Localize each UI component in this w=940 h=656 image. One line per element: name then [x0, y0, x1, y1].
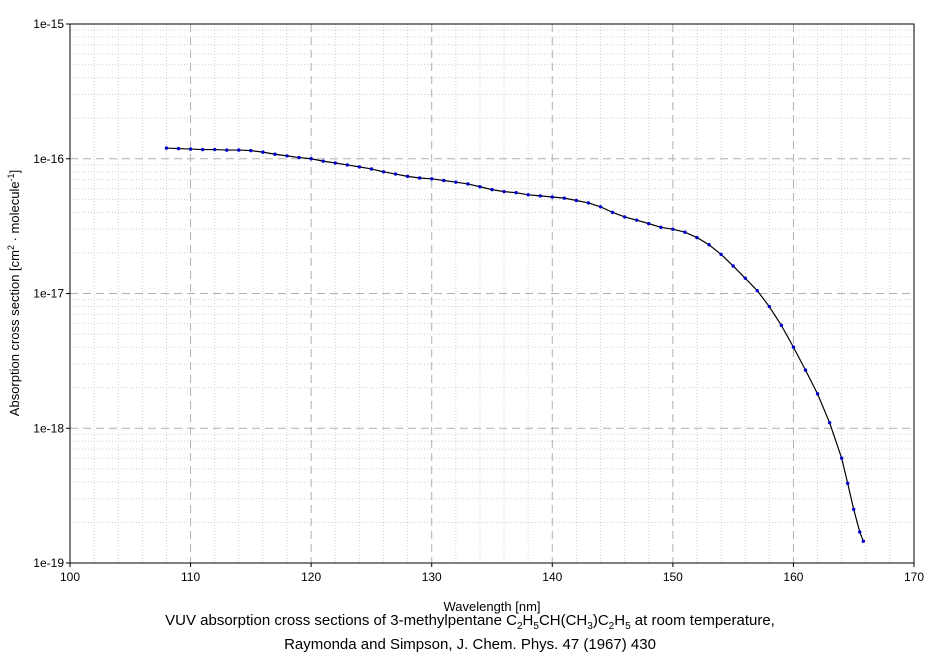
x-tick-label: 140: [542, 570, 562, 584]
data-point: [707, 243, 711, 247]
y-tick-label: 1e-17: [33, 287, 64, 301]
data-point: [490, 187, 494, 192]
x-tick-label: 130: [422, 570, 442, 584]
data-point: [550, 195, 554, 199]
data-point: [647, 221, 651, 226]
data-point: [683, 230, 687, 234]
y-axis: 1e-15 1e-16 1e-17 1e-18 1e-19: [33, 17, 70, 570]
caption-text: at room temperature,: [630, 612, 775, 629]
grid: [70, 24, 914, 563]
data-point: [755, 288, 759, 293]
data-point: [514, 190, 518, 195]
data-point: [345, 163, 350, 167]
caption-text: )C: [592, 612, 609, 629]
x-tick-label: 170: [904, 570, 924, 584]
caption-sub: 2: [516, 621, 523, 632]
data-point: [622, 215, 627, 219]
data-point: [719, 252, 723, 257]
data-point: [369, 167, 374, 171]
caption-line-2: Raymonda and Simpson, J. Chem. Phys. 47 …: [284, 636, 656, 653]
data-point: [827, 420, 832, 425]
caption-text: CH(CH: [538, 612, 588, 629]
data-point: [562, 196, 567, 200]
data-point: [212, 147, 217, 152]
data-point: [574, 198, 579, 203]
data-point: [466, 182, 470, 186]
data-point: [659, 225, 663, 229]
data-point: [743, 276, 747, 280]
data-point: [454, 180, 458, 184]
data-point: [845, 481, 850, 486]
data-point: [671, 227, 675, 231]
data-point: [586, 201, 591, 205]
caption-sub: 5: [625, 621, 631, 632]
y-axis-label-middle: · molecule: [7, 181, 22, 245]
data-point: [478, 185, 482, 189]
caption-line-1: VUV absorption cross sections of 3-methy…: [0, 612, 940, 632]
caption-sub: 5: [533, 621, 539, 632]
data-point: [767, 304, 772, 309]
data-point: [176, 146, 181, 151]
y-axis-label-prefix: Absorption cross section [cm: [7, 250, 22, 416]
data-point: [249, 148, 253, 153]
data-point: [852, 507, 856, 512]
data-point: [839, 456, 844, 460]
data-point: [333, 161, 337, 165]
data-point: [610, 210, 615, 215]
x-tick-label: 110: [181, 570, 200, 584]
caption-text: H: [614, 612, 626, 629]
x-tick-label: 160: [783, 570, 803, 584]
y-axis-label: Absorption cross section [cm2 · molecule…: [6, 170, 22, 416]
data-point: [321, 159, 325, 163]
data-point: [273, 152, 277, 156]
y-axis-label-sup1: 2: [6, 245, 16, 250]
caption-sub: 2: [608, 621, 615, 632]
data-point: [188, 147, 193, 151]
y-tick-label: 1e-18: [33, 421, 64, 435]
data-point: [417, 176, 422, 180]
y-tick-label: 1e-16: [33, 152, 64, 166]
data-point: [225, 148, 229, 152]
x-tick-label: 120: [301, 570, 321, 584]
caption-text: H: [522, 612, 534, 629]
y-axis-label-suffix: ]: [7, 170, 22, 174]
data-point: [381, 170, 386, 174]
data-point: [442, 178, 446, 183]
caption-sub: 3: [587, 621, 593, 632]
caption-text: VUV absorption cross sections of 3-methy…: [165, 612, 517, 629]
y-axis-label-sup2: -1: [6, 173, 16, 181]
data-point: [430, 177, 434, 181]
x-tick-label: 100: [60, 570, 80, 584]
data-point: [858, 530, 862, 534]
data-point: [164, 146, 169, 150]
data-point: [237, 148, 241, 152]
data-point: [502, 189, 506, 194]
data-point: [297, 155, 301, 160]
data-point: [861, 539, 866, 543]
x-tick-label: 150: [663, 570, 683, 584]
data-point: [285, 154, 289, 158]
data-point: [791, 345, 796, 349]
data-point: [393, 172, 398, 176]
data-point: [538, 194, 542, 198]
data-point: [779, 323, 784, 328]
data-point: [200, 147, 205, 152]
data-point: [695, 235, 699, 240]
data-point: [815, 392, 820, 396]
data-point: [261, 150, 265, 154]
data-point: [634, 218, 639, 222]
data-point: [526, 193, 530, 197]
data-point: [598, 205, 603, 209]
data-point: [405, 174, 410, 179]
series: [164, 146, 866, 543]
y-tick-label: 1e-19: [33, 556, 64, 570]
x-axis-label: Wavelength [nm]: [443, 599, 540, 614]
x-axis: 100 110 120 130 140 150 160 170: [60, 563, 924, 584]
data-point: [309, 157, 313, 161]
data-point: [357, 165, 362, 169]
y-tick-label: 1e-15: [33, 17, 64, 31]
data-point: [731, 264, 735, 268]
data-point: [803, 368, 808, 372]
